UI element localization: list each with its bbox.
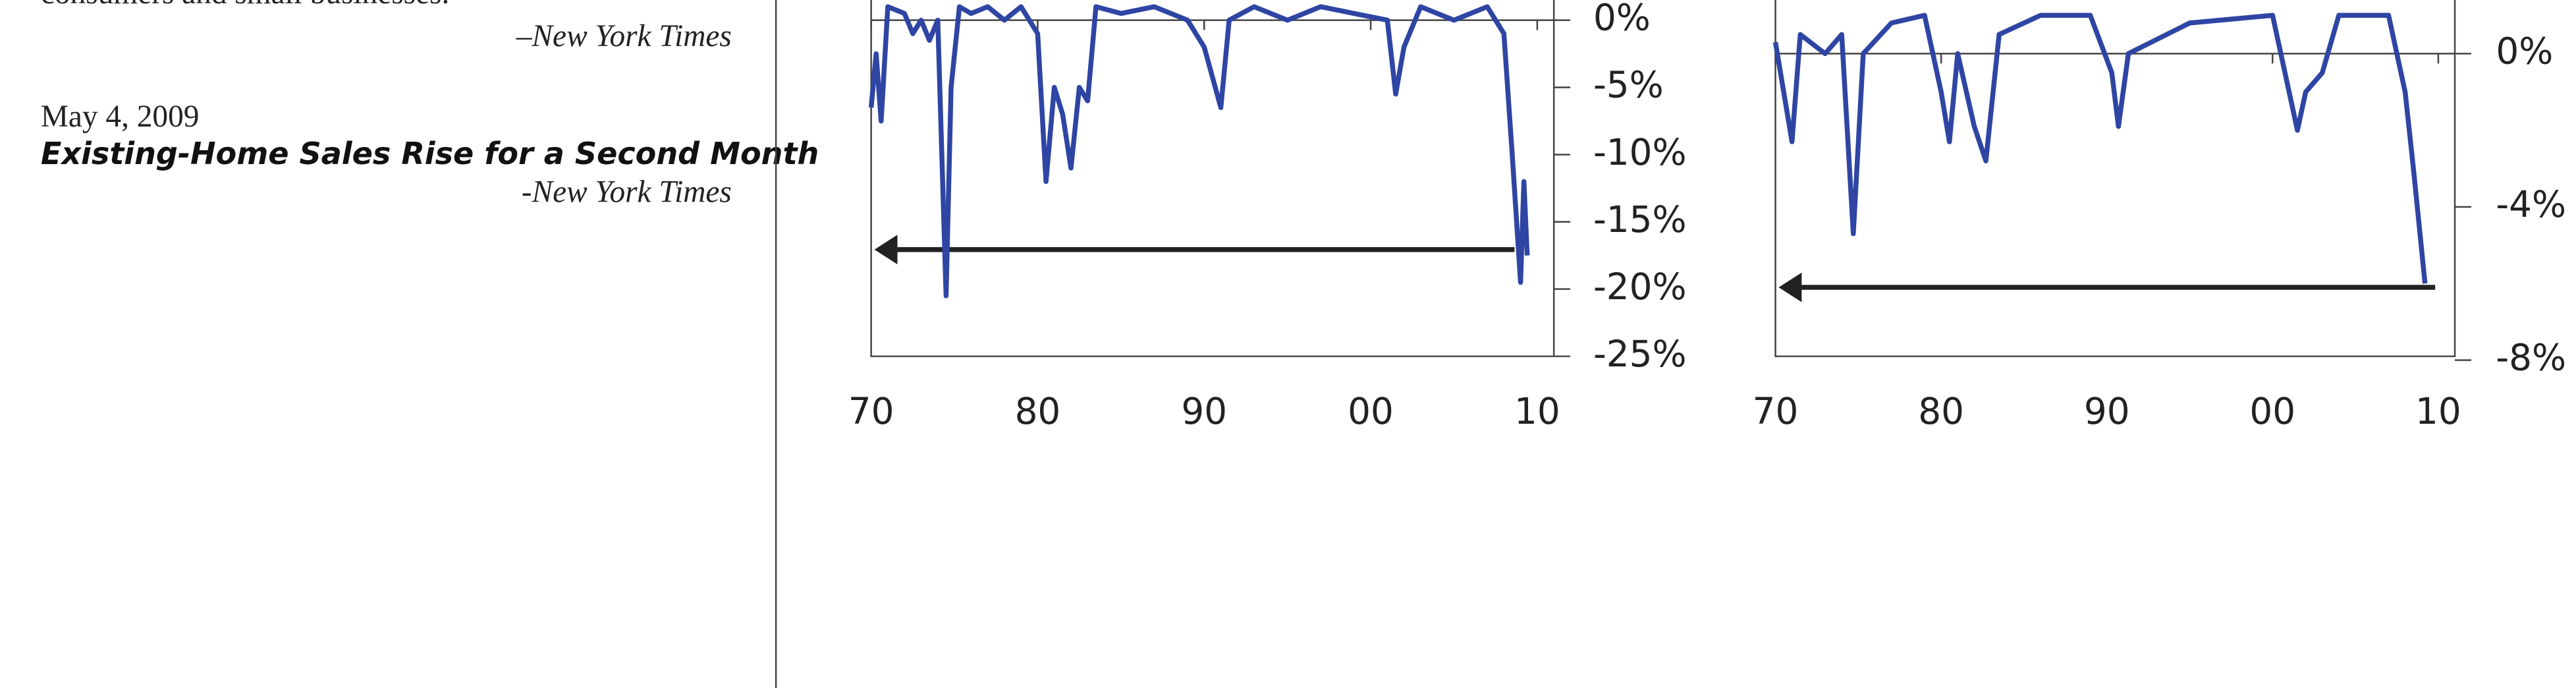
y-tick-label: -4% [2496, 183, 2566, 225]
y-tick-label: 0% [1593, 0, 1651, 39]
x-tick-label: 00 [2249, 390, 2295, 432]
date: May 4, 2009 [41, 100, 200, 134]
quote-text: consumers and small businesses. [41, 0, 449, 11]
plot-frame [1774, 0, 2456, 357]
y-tick-label: -15% [1593, 198, 1687, 241]
y-tick-label: -20% [1593, 266, 1687, 308]
y-tick-label: -8% [2496, 337, 2566, 379]
y-tick-label: 0% [2496, 30, 2553, 72]
x-tick-label: 10 [2415, 390, 2461, 432]
source: -New York Times [522, 175, 732, 209]
y-tick-label: -25% [1593, 333, 1687, 375]
series-line [1772, 13, 2428, 284]
x-tick-label: 80 [1015, 390, 1061, 432]
y-tick-label: -5% [1593, 64, 1664, 106]
series-line [868, 4, 1530, 299]
x-tick-label: 90 [2084, 390, 2130, 432]
x-tick-label: 00 [1348, 390, 1394, 432]
x-tick-label: 90 [1181, 390, 1227, 432]
arrow [1778, 272, 2436, 302]
plot-frame [870, 0, 1555, 357]
x-tick-label: 70 [1753, 390, 1799, 432]
x-tick-label: 80 [1918, 390, 1964, 432]
headline: Existing-Home Sales Rise for a Second Mo… [41, 136, 819, 171]
source: –New York Times [516, 19, 732, 53]
x-tick-label: 10 [1514, 390, 1560, 432]
arrow [874, 235, 1515, 265]
y-tick-label: -10% [1593, 131, 1687, 173]
x-tick-label: 70 [848, 390, 894, 432]
